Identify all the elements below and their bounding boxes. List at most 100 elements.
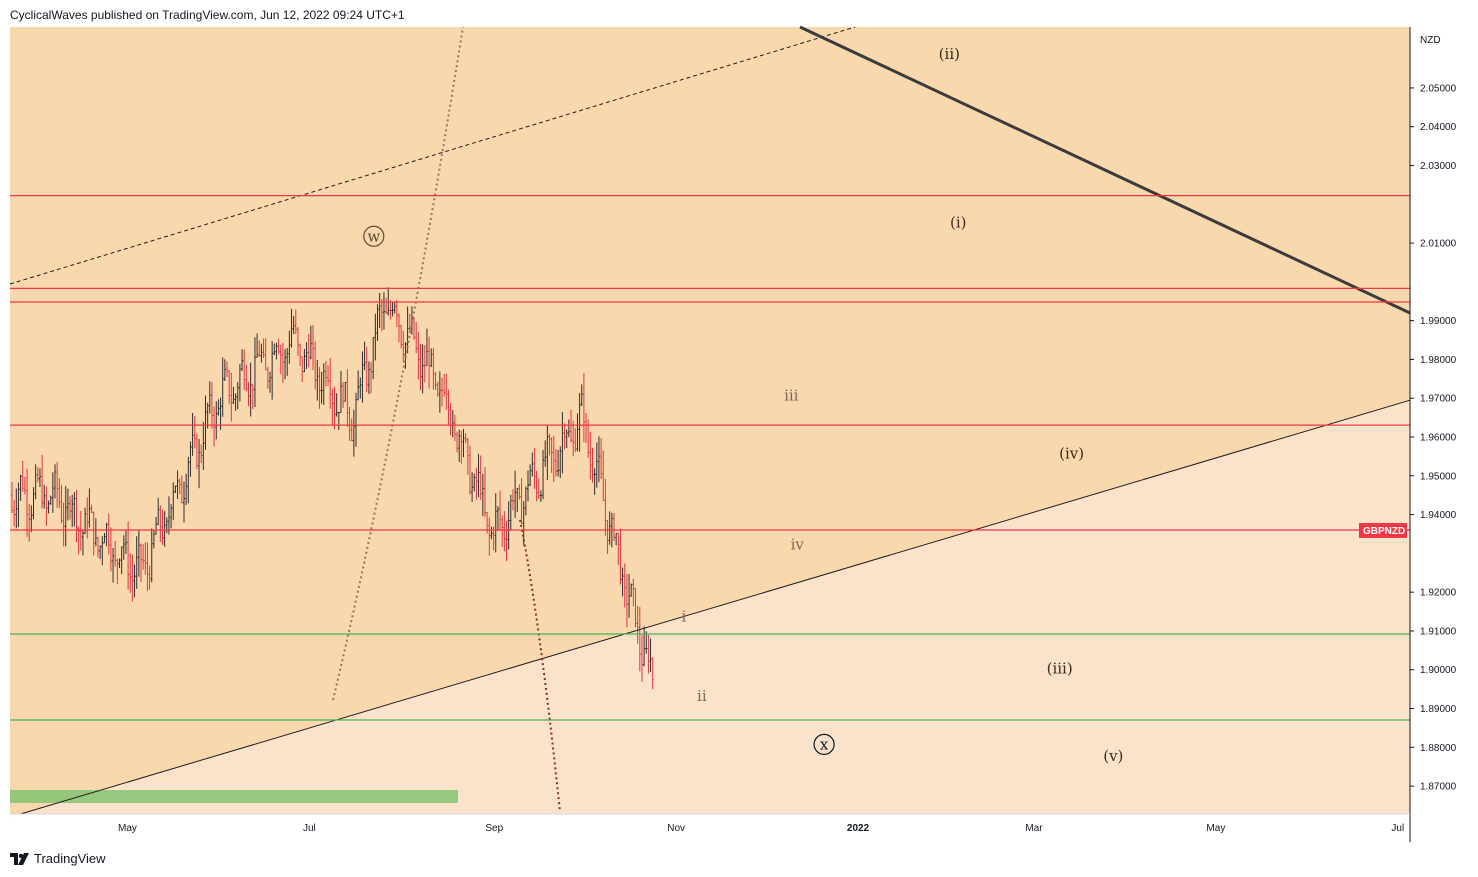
ohlc-bar [79, 511, 82, 551]
ohlc-bar [535, 470, 538, 502]
ohlc-bar [505, 520, 508, 562]
ohlc-bar [477, 453, 480, 498]
ohlc-bar [172, 482, 175, 520]
ohlc-bar [557, 450, 560, 477]
ohlc-bar [447, 389, 450, 425]
ohlc-bar [324, 361, 327, 387]
tradingview-logo[interactable]: TradingView [10, 851, 106, 866]
ohlc-bar [122, 535, 125, 560]
drawing-lines[interactable] [9, 25, 1411, 818]
ohlc-bar [269, 371, 271, 393]
ohlc-bar [180, 475, 183, 504]
x-tick-label: 2022 [847, 823, 870, 834]
ohlc-bar [554, 448, 557, 477]
ohlc-bar [355, 392, 357, 447]
ohlc-bar [146, 542, 149, 591]
ohlc-bar [471, 472, 474, 502]
ohlc-bar [559, 446, 562, 479]
ohlc-bar [137, 530, 140, 577]
ohlc-bar [608, 511, 611, 545]
ohlc-bar [458, 429, 461, 462]
ohlc-bar [595, 442, 598, 488]
ohlc-bar [490, 526, 493, 540]
ohlc-bar [561, 411, 564, 474]
ohlc-bar [552, 435, 555, 483]
y-tick-label: 1.97000 [1420, 394, 1457, 405]
ohlc-bar [473, 473, 476, 492]
ohlc-bar [645, 631, 648, 654]
ohlc-bar [496, 506, 499, 532]
currency-label: NZD [1420, 35, 1441, 46]
ohlc-bar [103, 532, 106, 544]
dashed-channel-line [9, 26, 856, 285]
ohlc-bar [425, 328, 428, 367]
wave-label: i [682, 607, 687, 625]
ohlc-bar [402, 330, 405, 363]
wave-label: w [367, 227, 380, 245]
ohlc-bar [284, 349, 287, 380]
ohlc-bar [421, 344, 424, 394]
ohlc-bar [206, 402, 209, 429]
ohlc-bar [576, 413, 579, 452]
ohlc-bar [481, 473, 484, 517]
ohlc-bar [230, 372, 233, 422]
price-axis-area [1410, 27, 1468, 814]
ohlc-bar [582, 372, 585, 443]
symbol-tag-label: GBPNZD [1363, 526, 1405, 537]
ohlc-bar [54, 464, 56, 499]
ohlc-bar [475, 467, 478, 500]
ohlc-bar [391, 301, 394, 317]
tradingview-icon [10, 852, 29, 865]
ohlc-bar [432, 348, 435, 390]
ohlc-bar [531, 452, 534, 477]
ohlc-bar [380, 299, 383, 331]
ohlc-bar [628, 573, 631, 618]
y-tick-label: 2.03000 [1420, 161, 1457, 172]
ohlc-bar [453, 414, 456, 442]
ohlc-bar [410, 306, 413, 335]
ohlc-bar [51, 472, 54, 513]
ohlc-bar [15, 488, 18, 529]
ohlc-bar [511, 489, 514, 511]
ohlc-bar [114, 540, 117, 567]
ohlc-bar [256, 333, 259, 358]
ohlc-bar [591, 447, 594, 483]
ohlc-bar [81, 530, 84, 556]
ohlc-bar [140, 543, 142, 582]
ohlc-bar [509, 494, 512, 531]
ohlc-bar [208, 381, 211, 414]
ohlc-bar [623, 563, 626, 608]
ohlc-bar [148, 565, 151, 590]
ohlc-bar [13, 500, 16, 527]
ohlc-bar [215, 401, 218, 440]
ohlc-bar [163, 511, 166, 547]
ohlc-bar [361, 351, 364, 403]
wave-label: (i) [950, 214, 967, 232]
ohlc-bar [90, 504, 93, 514]
ohlc-bar [460, 430, 463, 464]
ohlc-bar [339, 370, 342, 413]
ohlc-bar [312, 325, 314, 371]
ohlc-bar [350, 418, 353, 442]
wave-label: x [820, 735, 829, 753]
ohlc-bar [200, 444, 203, 464]
ohlc-bar [170, 504, 173, 529]
ohlc-bar [249, 362, 252, 417]
ohlc-bar [367, 361, 370, 395]
ohlc-bar [292, 315, 295, 335]
ohlc-bar [647, 634, 650, 674]
ohlc-bar [533, 448, 536, 490]
ohlc-bar [398, 313, 400, 343]
ohlc-bar [376, 304, 379, 342]
ohlc-bar [438, 371, 441, 413]
symbol-tag [1359, 522, 1407, 538]
ohlc-bar [189, 441, 192, 477]
ohlc-bar [34, 464, 37, 500]
ohlc-bar [271, 340, 274, 400]
y-tick-label: 1.88000 [1420, 743, 1457, 754]
ohlc-bar [570, 409, 572, 443]
ohlc-bar [430, 348, 433, 368]
ohlc-bars [11, 287, 654, 690]
ohlc-bar [316, 359, 319, 401]
